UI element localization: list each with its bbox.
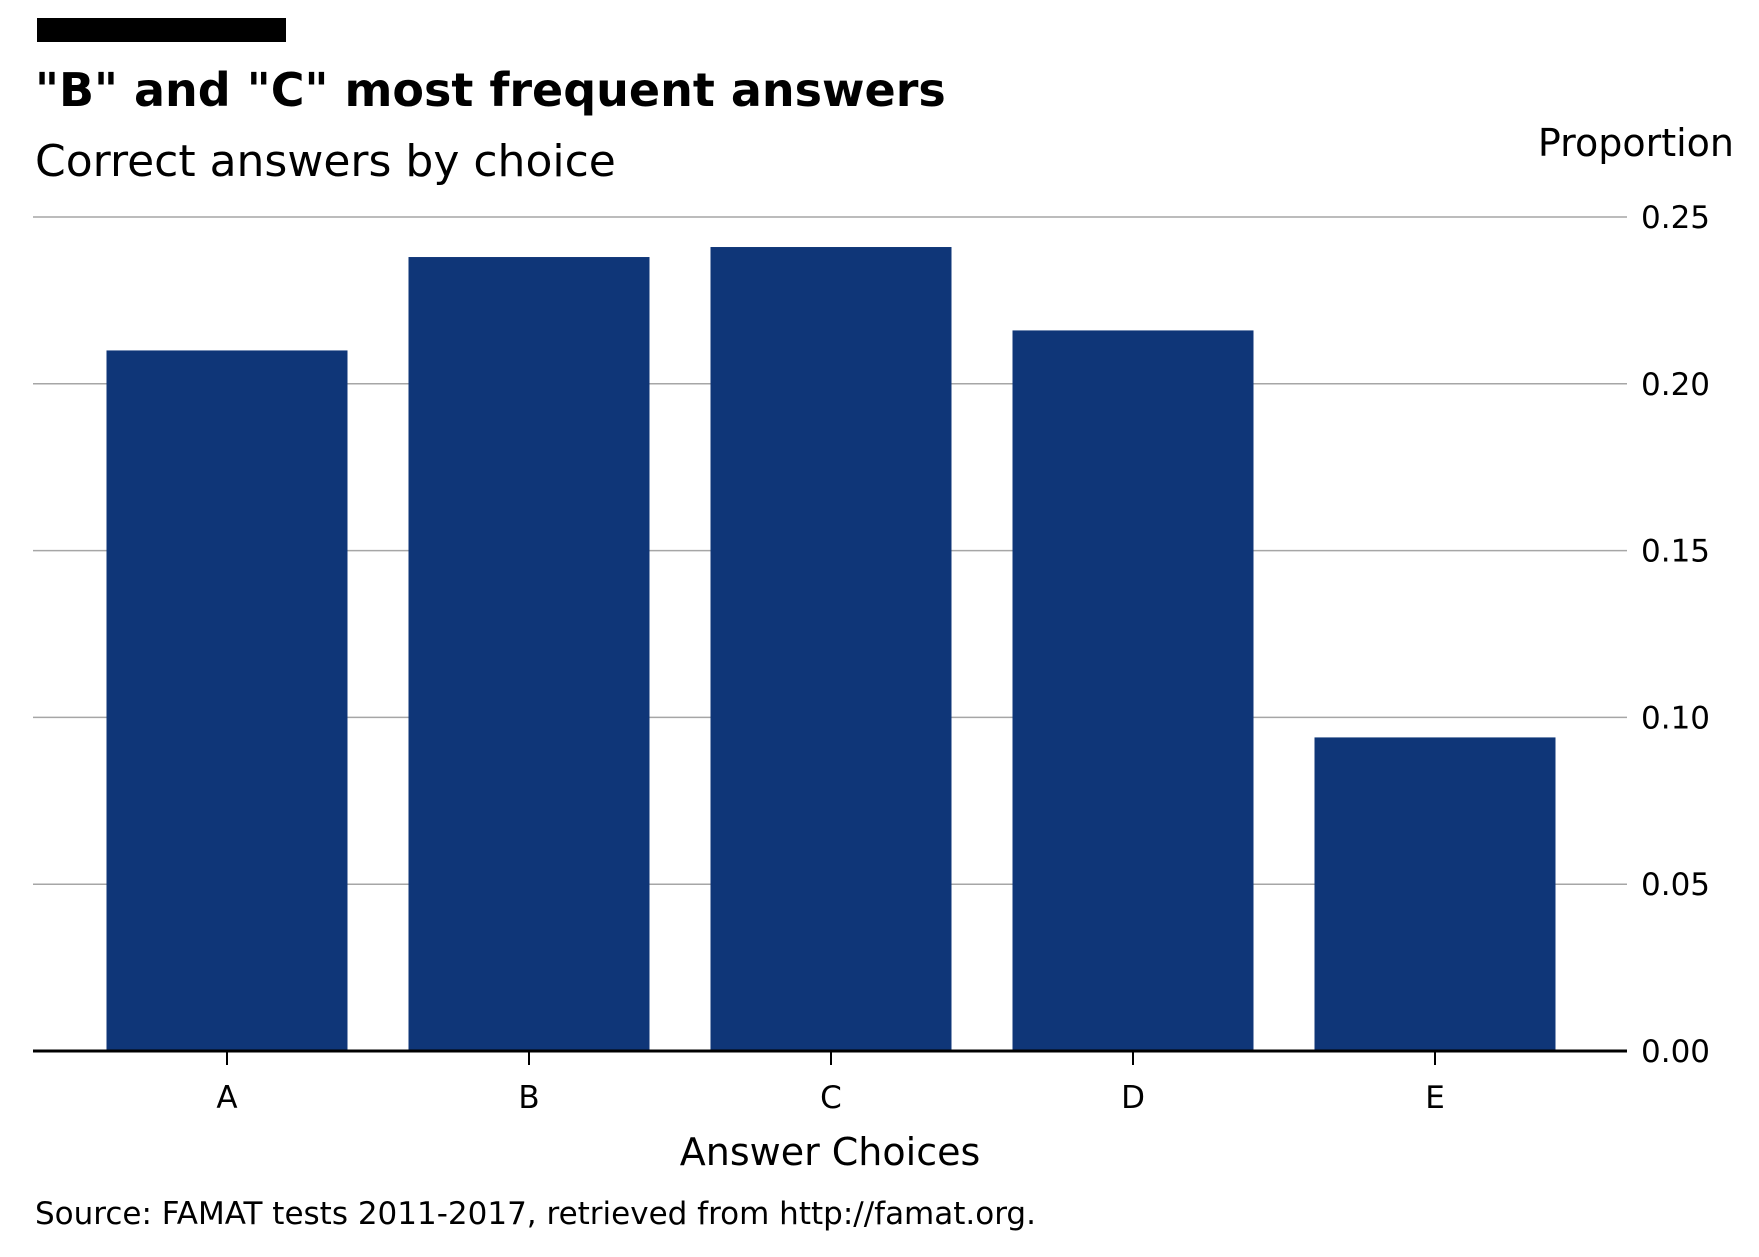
chart-title: "B" and "C" most frequent answers	[35, 63, 946, 117]
y-tick-label: 0.10	[1641, 700, 1710, 736]
source-note: Source: FAMAT tests 2011-2017, retrieved…	[35, 1196, 1036, 1232]
bar-e	[1314, 737, 1556, 1051]
y-tick-label: 0.20	[1641, 367, 1710, 403]
y-tick-label: 0.05	[1641, 867, 1710, 903]
bar-a	[106, 350, 348, 1051]
accent-bar	[37, 18, 286, 42]
x-tick-label-d: D	[1121, 1080, 1145, 1116]
x-tick-label-c: C	[820, 1080, 842, 1116]
x-tick-label-e: E	[1425, 1080, 1445, 1116]
y-tick-label: 0.25	[1641, 200, 1710, 236]
y-tick-label: 0.15	[1641, 534, 1710, 570]
y-tick-label: 0.00	[1641, 1034, 1710, 1070]
y-tick-labels: 0.00 0.05 0.10 0.15 0.20 0.25	[1641, 200, 1710, 1070]
x-axis-label: Answer Choices	[680, 1130, 981, 1174]
bar-d	[1012, 330, 1254, 1051]
bar-b	[408, 257, 650, 1052]
chart-subtitle: Correct answers by choice	[35, 136, 616, 187]
bars	[106, 247, 1556, 1052]
bar-c	[710, 247, 952, 1052]
y-axis-label: Proportion	[1538, 121, 1734, 165]
x-tick-label-a: A	[216, 1080, 237, 1116]
x-ticks: A B C D E	[216, 1051, 1445, 1116]
x-tick-label-b: B	[518, 1080, 539, 1116]
